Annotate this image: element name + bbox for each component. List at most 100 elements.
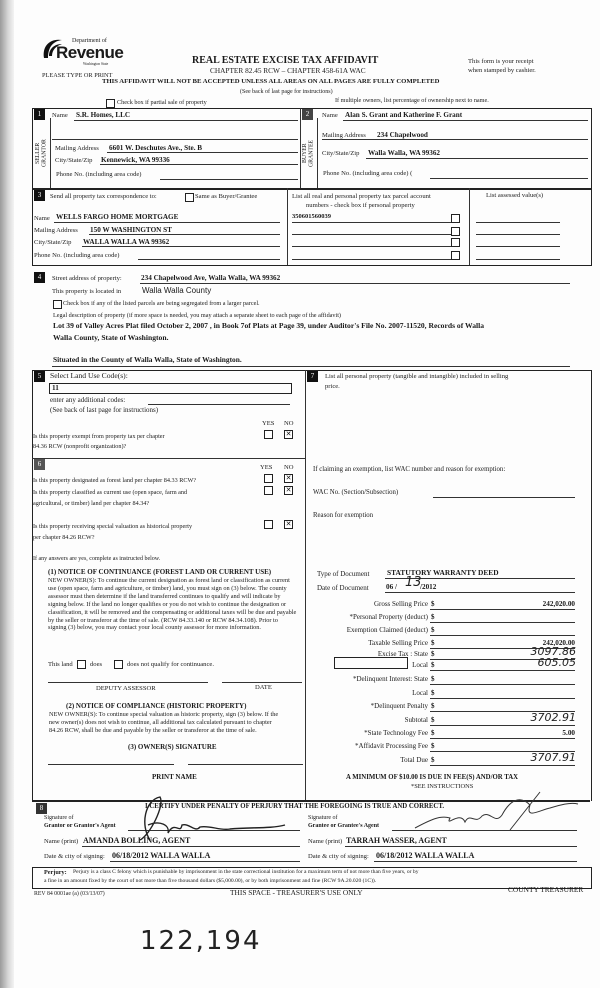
parcel-number[interactable] [292,246,454,247]
current-use-question-1: Is this property classified as current u… [33,489,188,496]
land-use-label: Select Land Use Code(s): [50,371,128,380]
parcel-number[interactable]: 350601560039 [292,213,331,220]
seller-name-field[interactable]: S.R. Homes, LLC [76,111,131,119]
assessed-value-field[interactable] [476,259,560,260]
parcel-number[interactable] [292,234,454,235]
assessed-value-field[interactable] [476,222,560,223]
additional-codes-field[interactable] [148,404,290,405]
financial-row-value[interactable]: 605.05 [537,656,577,669]
underline [89,234,280,235]
buyer-city-label: City/State/Zip [322,150,360,157]
exempt-no-checkbox[interactable]: ✕ [284,430,293,439]
multiple-owners-note: If multiple owners, list percentage of o… [335,97,489,104]
financial-row-label: *Personal Property (deduct) [349,613,428,621]
underline [385,592,575,593]
doc-date-year[interactable]: /2012 [420,583,437,591]
deputy-assessor-label: DEPUTY ASSESSOR [96,685,156,692]
personal-property-checkbox[interactable] [451,227,460,236]
forest-yes-checkbox[interactable] [264,474,273,483]
assessor-date-line[interactable] [222,682,302,683]
personal-property-checkbox[interactable] [451,238,460,247]
financial-row-label: Gross Selling Price [373,600,428,608]
same-as-buyer-checkbox[interactable] [185,193,194,202]
grantor-date-city-field[interactable]: 06/18/2012 WALLA WALLA [112,851,211,860]
tax-mailing-field[interactable]: 150 W WASHINGTON ST [90,226,172,234]
seller-mailing-field[interactable]: 6601 W. Deschutes Ave., Ste. B [109,144,203,152]
financial-row-value[interactable]: 5.00 [562,729,575,737]
buyer-name-field[interactable]: Alan S. Grant and Katherine F. Grant [345,111,463,119]
personal-property-checkbox[interactable] [451,214,460,223]
doc-date-month[interactable]: 06 / [386,583,397,591]
grantor-name-field[interactable]: AMANDA BOLLING, AGENT [83,836,191,845]
grantor-label: GRANTOR [41,139,48,168]
parcels-header-1: List all real and personal property tax … [292,193,431,200]
receipt-note-2: when stamped by cashier. [468,67,536,74]
historic-yes-checkbox[interactable] [264,520,273,529]
grantee-date-city-field[interactable]: 06/18/2012 WALLA WALLA [376,851,475,860]
see-instructions: *SEE INSTRUCTIONS [411,783,474,790]
seller-phone-field[interactable] [160,179,298,180]
divider [50,118,51,188]
notice-compliance-title: (2) NOTICE OF COMPLIANCE (HISTORIC PROPE… [66,702,247,710]
historic-no-checkbox[interactable]: ✕ [284,520,293,529]
county-treasurer-label: COUNTY TREASURER [508,885,584,894]
legal-description-line-1[interactable]: Lot 39 of Valley Acres Plat filed Octobe… [53,321,485,330]
buyer-grantee-label: BUYER GRANTEE [302,128,315,178]
personal-property-label-2: price. [325,383,340,390]
local-jurisdiction-field[interactable] [334,657,408,669]
doc-date-label: Date of Document [317,584,369,592]
owner-signature-line[interactable] [48,764,174,765]
form-chapter: CHAPTER 82.45 RCW – CHAPTER 458-61A WAC [210,66,366,75]
forest-no-checkbox[interactable]: ✕ [284,474,293,483]
buyer-mailing-field[interactable]: 234 Chapelwood [377,131,428,139]
partial-sale-checkbox[interactable] [106,99,115,108]
divider [305,370,306,800]
doc-date-day[interactable]: 13 [405,575,422,590]
grantor-signature-line[interactable] [128,830,300,831]
tax-mailing-label: Mailing Address [34,227,78,234]
does-qualify-checkbox[interactable] [77,660,86,669]
section-8-number: 8 [36,803,47,814]
land-use-code-field[interactable]: 11 [49,383,292,394]
current-use-no-checkbox[interactable]: ✕ [284,486,293,495]
tax-phone-label: Phone No. (including area code) [34,252,120,259]
financial-row-value[interactable]: 3097.86 [530,645,577,658]
parcel-number[interactable] [292,259,454,260]
personal-property-checkbox[interactable] [451,251,460,260]
s6-yes-header: YES [260,464,273,471]
grantee-name-field[interactable]: TARRAH WASSER, AGENT [346,836,447,845]
underline [430,725,575,726]
tax-name-field[interactable]: WELLS FARGO HOME MORTGAGE [56,213,179,221]
assessed-value-field[interactable] [476,246,560,247]
owner-signature-line-2[interactable] [188,764,303,765]
buyer-phone-field[interactable] [430,178,588,179]
underline [292,222,454,223]
does-not-qualify-checkbox[interactable] [114,660,123,669]
financial-row-value[interactable]: 242,020.00 [542,639,575,647]
seller-city-field[interactable]: Kennewick, WA 99336 [101,156,170,164]
county-field[interactable]: Walla Walla County [142,286,212,295]
financial-row-value[interactable]: 3707.91 [530,751,577,764]
does-label: does [90,661,103,668]
section-3-number: 3 [34,190,45,201]
tax-phone-field[interactable] [138,259,280,260]
buyer-city-field[interactable]: Walla Walla, WA 99362 [368,149,441,157]
tax-city-field[interactable]: WALLA WALLA WA 99362 [83,238,170,246]
financial-row-value[interactable]: 3702.91 [530,711,577,724]
doc-type-field[interactable]: STATUTORY WARRANTY DEED [387,568,499,577]
exempt-yes-checkbox[interactable] [264,430,273,439]
current-use-yes-checkbox[interactable] [264,486,273,495]
segregated-checkbox[interactable] [53,300,62,309]
underline [430,711,575,712]
grantee-signature-line[interactable] [392,830,577,831]
deputy-assessor-signature-line[interactable] [48,682,208,683]
tax-correspondence-box [32,188,592,266]
financial-row-value[interactable]: 242,020.00 [542,600,575,608]
legal-description-line-2[interactable]: Walla County, State of Washington. [53,333,169,342]
wac-field[interactable] [433,497,575,498]
form-see-back: (See back of last page for instructions) [240,89,333,95]
underline [82,246,280,247]
street-address-field[interactable]: 234 Chapelwood Ave, Walla Walla, WA 9936… [141,274,281,282]
assessed-value-field[interactable] [476,234,560,235]
print-name-label: PRINT NAME [152,773,197,781]
